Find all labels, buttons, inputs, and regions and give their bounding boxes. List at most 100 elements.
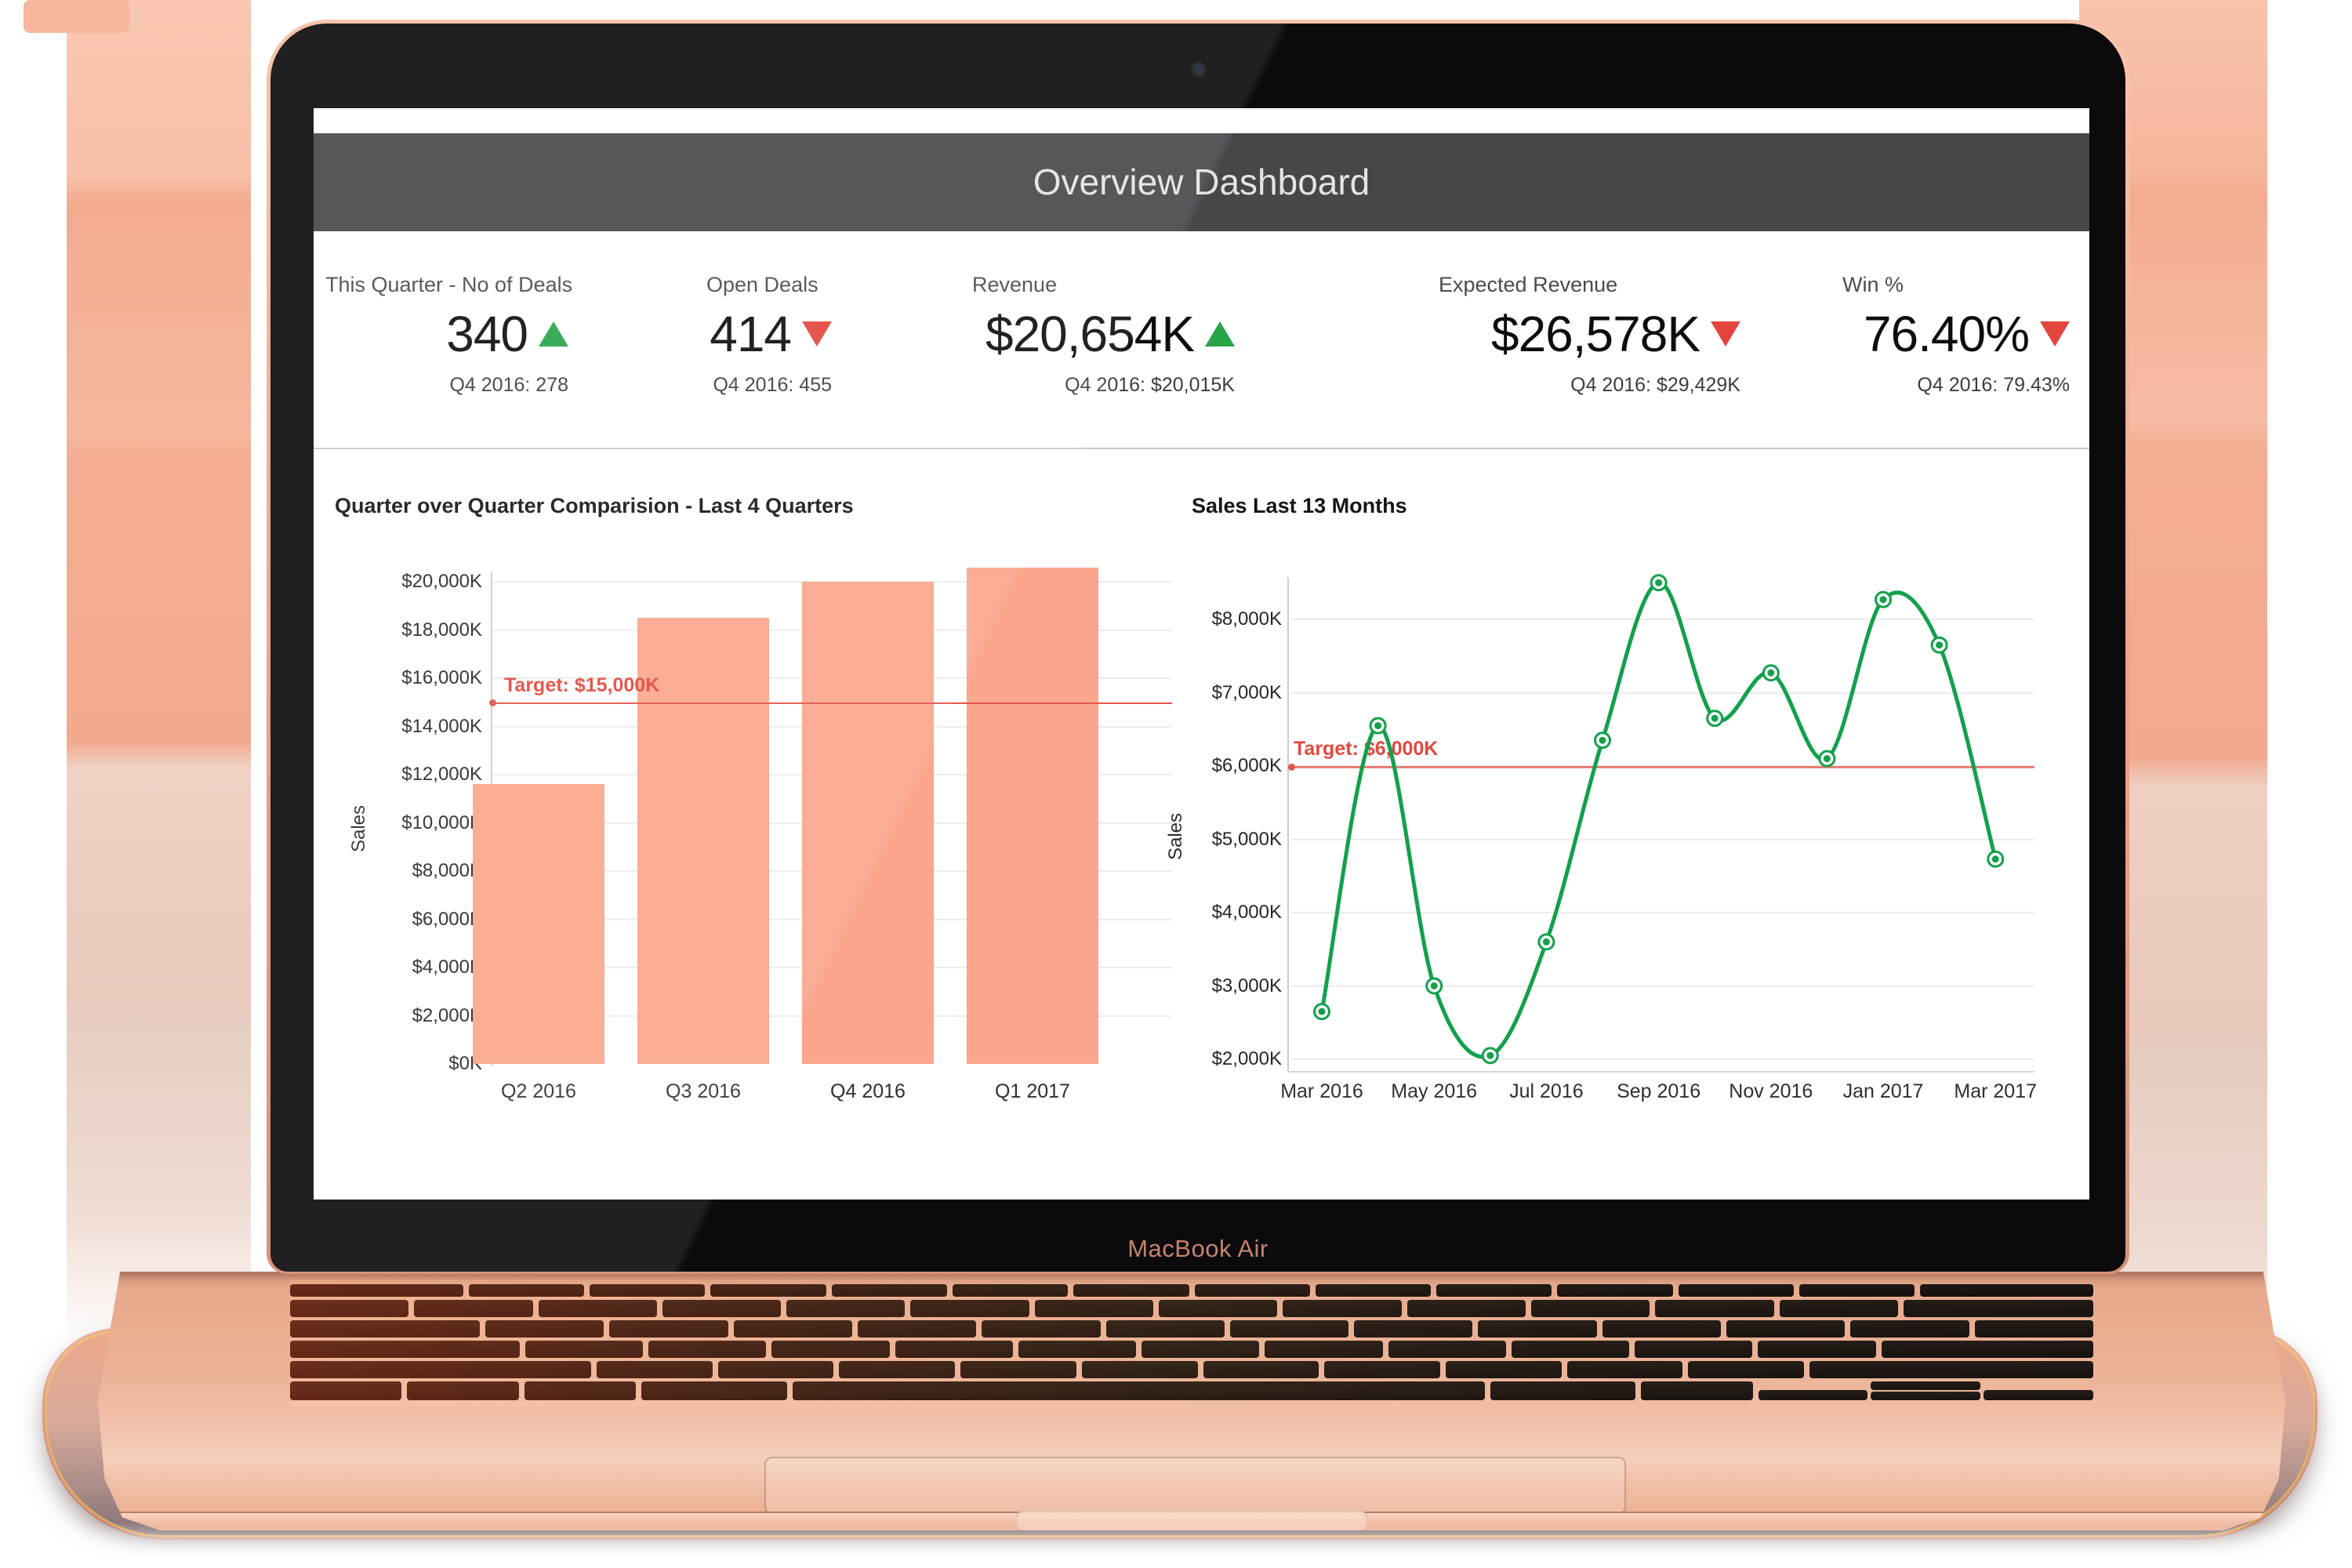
keyboard-key — [1726, 1320, 1846, 1338]
bar-Q1 2017[interactable] — [967, 567, 1098, 1064]
bar-Q4 2016[interactable] — [802, 582, 934, 1064]
line-point-Nov 2016[interactable] — [1762, 664, 1780, 682]
bar-chart-y-tick: $2,000K — [412, 1004, 482, 1026]
keyboard-key — [1655, 1300, 1774, 1317]
bar-chart-y-tick: $16,000K — [401, 667, 482, 688]
keyboard-key — [524, 1341, 644, 1358]
kpi-previous-period: Q4 2016: 79.43% — [1917, 374, 2070, 396]
keyboard-key — [1018, 1341, 1137, 1358]
keyboard-key — [538, 1300, 657, 1317]
keyboard-key — [792, 1381, 1485, 1400]
keyboard-key — [1478, 1320, 1597, 1338]
bar-chart-y-tick: $18,000K — [401, 619, 482, 641]
keyboard-key — [641, 1381, 787, 1400]
line-chart-y-tick: $7,000K — [1211, 681, 1282, 703]
kpi-value: 76.40% — [1863, 306, 2030, 362]
line-chart-y-tick: $2,000K — [1211, 1048, 1282, 1069]
keyboard-key — [786, 1300, 906, 1317]
background-blur-band-left — [67, 0, 251, 1348]
line-chart-gridline — [1291, 912, 2034, 913]
up-down-arrow-keys — [1871, 1381, 1981, 1400]
keyboard-key — [609, 1320, 728, 1338]
bar-chart-y-tick: $8,000K — [412, 860, 482, 881]
trend-down-icon — [802, 321, 832, 347]
kpi-card[interactable]: This Quarter - No of Deals 340 Q4 2016: 27… — [325, 273, 572, 397]
line-point-Jul 2016[interactable] — [1537, 933, 1555, 951]
keyboard-key — [952, 1284, 1069, 1297]
keyboard-row — [290, 1300, 2093, 1317]
line-point-Sep 2016[interactable] — [1650, 574, 1668, 592]
line-chart-x-tick: Mar 2017 — [1954, 1080, 2037, 1102]
keyboard-key — [1406, 1300, 1526, 1317]
keyboard-key — [597, 1361, 713, 1378]
keyboard-key — [648, 1341, 767, 1358]
bar-chart-x-tick: Q2 2016 — [501, 1080, 576, 1102]
keyboard-key — [290, 1320, 481, 1338]
keyboard-key — [290, 1341, 520, 1358]
trend-up-icon — [539, 321, 568, 347]
line-chart-target-line — [1291, 766, 2034, 768]
kpi-card[interactable]: Win % 76.40% Q4 2016: 79.43% — [1842, 273, 2070, 397]
line-point-Dec 2016[interactable] — [1818, 750, 1836, 768]
keyboard-key — [1920, 1284, 2093, 1297]
keyboard-row — [290, 1284, 2093, 1297]
keyboard-key — [831, 1284, 947, 1297]
kpi-previous-period: Q4 2016: 455 — [713, 374, 832, 396]
bar-chart-y-tick: $4,000K — [412, 956, 482, 978]
kpi-value-row: $26,578K — [1439, 305, 1740, 363]
keyboard-key — [960, 1361, 1076, 1378]
keyboard-key — [468, 1284, 585, 1297]
line-chart-x-tick: Mar 2016 — [1280, 1080, 1363, 1102]
kpi-card[interactable]: Revenue $20,654K Q4 2016: $20,015K — [972, 273, 1235, 397]
line-point-Oct 2016[interactable] — [1706, 710, 1724, 728]
bar-chart-y-tick: $14,000K — [401, 715, 482, 737]
keyboard-key — [733, 1320, 852, 1338]
bar-chart-target-dot — [489, 699, 496, 707]
laptop-deck — [97, 1272, 2286, 1530]
keyboard-key — [1194, 1284, 1310, 1297]
kpi-card[interactable]: Open Deals 414 Q4 2016: 455 — [706, 273, 832, 397]
keyboard-key — [1678, 1284, 1794, 1297]
line-chart-y-tick: $3,000K — [1211, 975, 1282, 996]
line-point-Mar 2017[interactable] — [1987, 850, 2005, 868]
keyboard-key — [717, 1361, 834, 1378]
line-point-May 2016[interactable] — [1425, 977, 1443, 995]
line-chart-x-axis — [1287, 1071, 2034, 1073]
keyboard-key — [1635, 1341, 1753, 1358]
keyboard-key — [1142, 1341, 1260, 1358]
keyboard-key — [662, 1300, 782, 1317]
kpi-value: $20,654K — [985, 306, 1195, 362]
down-arrow-key — [1871, 1392, 1981, 1400]
line-point-Jan 2017[interactable] — [1875, 590, 1892, 608]
line-point-Jun 2016[interactable] — [1481, 1047, 1499, 1065]
kpi-previous-period: Q4 2016: 278 — [449, 374, 568, 396]
keyboard-row — [290, 1320, 2093, 1338]
line-point-Apr 2016[interactable] — [1369, 717, 1387, 735]
kpi-value-row: 76.40% — [1842, 305, 2070, 363]
line-point-Feb 2017[interactable] — [1930, 636, 1948, 654]
kpi-label: Open Deals — [706, 273, 818, 296]
keyboard-key — [407, 1381, 519, 1400]
keyboard-key — [1903, 1300, 2093, 1317]
line-point-Aug 2016[interactable] — [1594, 731, 1611, 750]
bar-Q3 2016[interactable] — [637, 618, 769, 1064]
keyboard-key — [1798, 1284, 1915, 1297]
kpi-value: 340 — [446, 306, 528, 362]
keyboard-key — [1034, 1300, 1154, 1317]
bar-chart-x-tick: Q1 2017 — [995, 1080, 1070, 1102]
section-divider — [314, 448, 2089, 449]
line-point-Mar 2016[interactable] — [1313, 1003, 1330, 1021]
line-chart-path — [1319, 580, 1998, 1059]
device-brand-label: MacBook Air — [1127, 1235, 1269, 1262]
bar-Q2 2016[interactable] — [473, 784, 604, 1064]
laptop-bezel: Overview Dashboard This Quarter - No of … — [270, 24, 2125, 1272]
trend-down-icon — [2040, 321, 2070, 347]
kpi-card[interactable]: Expected Revenue $26,578K Q4 2016: $29,429… — [1439, 273, 1740, 397]
keyboard-key — [1566, 1361, 1683, 1378]
base-fade-out — [0, 1523, 2352, 1568]
kpi-previous-period: Q4 2016: $20,015K — [1065, 374, 1235, 396]
line-chart-x-tick: May 2016 — [1391, 1080, 1478, 1102]
bar-chart-target-label: Target: $15,000K — [504, 674, 660, 696]
line-chart-y-tick: $5,000K — [1211, 828, 1282, 850]
